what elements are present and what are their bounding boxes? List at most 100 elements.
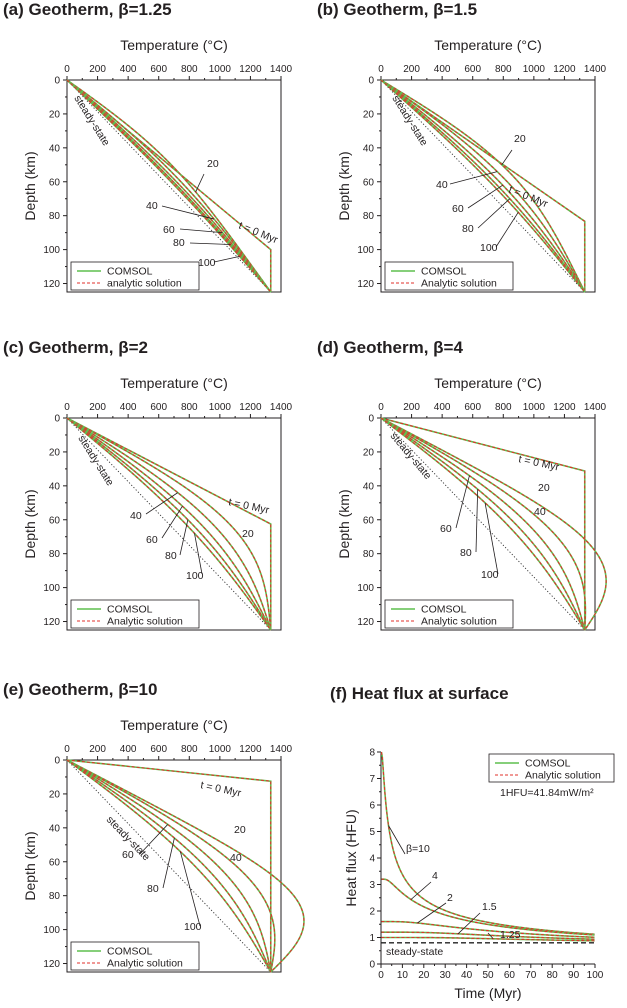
label-t0: t = 0 Myr (237, 220, 280, 247)
leader-line (162, 837, 175, 889)
x-axis-label: Temperature (°C) (120, 717, 228, 733)
y-tick-label: 60 (49, 177, 61, 188)
label-t100: 100 (481, 569, 499, 581)
x-tick-label: 1000 (523, 64, 546, 75)
label-beta-2: 2 (447, 892, 453, 904)
x-tick-label: 200 (403, 402, 420, 413)
x-tick-label: 600 (150, 402, 167, 413)
analytic-geotherm-t40 (380, 417, 586, 631)
y-axis-label: Depth (km) (22, 151, 38, 220)
label-t60: 60 (122, 849, 134, 861)
y-tick-label: 5 (369, 827, 375, 838)
leader-line (417, 902, 447, 924)
analytic-geotherm-t0 (66, 79, 272, 292)
x-tick-label: 1400 (270, 744, 293, 755)
x-axis-label: Temperature (°C) (434, 37, 542, 53)
analytic-geotherm-t20 (380, 79, 586, 293)
x-tick-label: 800 (181, 744, 198, 755)
label-t100: 100 (480, 242, 498, 254)
analytic-geotherm-t20 (66, 759, 305, 973)
label-t20: 20 (538, 482, 550, 494)
x-tick-label: 30 (440, 970, 452, 981)
steady-state-line (66, 759, 272, 973)
panel-title: (f) Heat flux at surface (330, 684, 509, 703)
y-tick-label: 40 (49, 823, 61, 834)
x-tick-label: 400 (434, 64, 451, 75)
legend-comsol: COMSOL (107, 604, 153, 616)
x-tick-label: 600 (150, 744, 167, 755)
leader-line (194, 533, 203, 575)
leader-line (457, 912, 481, 935)
y-tick-label: 0 (54, 756, 60, 767)
y-tick-label: 40 (363, 143, 375, 154)
leader-line (179, 851, 201, 927)
x-tick-label: 200 (89, 402, 106, 413)
legend-box (488, 753, 615, 783)
leader-line (477, 198, 511, 229)
y-tick-label: 120 (357, 279, 374, 290)
analytic-geotherm-t100 (66, 417, 272, 631)
label-beta-125: 1.25 (500, 929, 521, 941)
x-tick-label: 600 (464, 402, 481, 413)
label-t80: 80 (165, 550, 177, 562)
leader-line (161, 205, 215, 220)
legend-analytic: Analytic solution (107, 616, 183, 628)
panel-title: (d) Geotherm, β=4 (317, 338, 463, 357)
analytic-geotherm-t60 (66, 759, 272, 973)
y-tick-label: 7 (369, 774, 375, 785)
x-tick-label: 400 (120, 64, 137, 75)
x-tick-label: 200 (403, 64, 420, 75)
x-tick-label: 800 (181, 402, 198, 413)
x-tick-label: 0 (378, 64, 384, 75)
y-tick-label: 20 (49, 109, 61, 120)
leader-line (455, 475, 470, 529)
y-tick-label: 60 (49, 857, 61, 868)
x-tick-label: 600 (150, 64, 167, 75)
y-tick-label: 120 (43, 617, 60, 628)
label-t100: 100 (184, 921, 202, 933)
x-tick-label: 200 (89, 744, 106, 755)
leader-line (388, 825, 406, 855)
leader-line (189, 242, 231, 245)
analytic-geotherm-t100 (380, 79, 586, 293)
analytic-geotherm-t0 (380, 417, 586, 630)
panel-title: (b) Geotherm, β=1.5 (317, 0, 477, 19)
x-axis-label: Time (Myr) (454, 985, 521, 1001)
analytic-geotherm-t40 (66, 759, 276, 973)
analytic-geotherm-t0 (66, 417, 272, 630)
legend-box (70, 599, 200, 629)
x-tick-label: 1400 (270, 402, 293, 413)
legend-box (70, 941, 200, 971)
legend-box (384, 599, 514, 629)
x-axis-label: Temperature (°C) (434, 375, 542, 391)
legend-box (384, 261, 514, 291)
y-tick-label: 40 (49, 143, 61, 154)
x-tick-label: 0 (378, 970, 384, 981)
legend-comsol: COMSOL (421, 266, 467, 278)
y-tick-label: 20 (363, 109, 375, 120)
analytic-geotherm-t60 (380, 417, 586, 631)
y-axis-label: Depth (km) (336, 489, 352, 558)
label-t40: 40 (130, 510, 142, 522)
legend-comsol: COMSOL (525, 758, 571, 770)
legend-analytic: Analytic solution (421, 616, 497, 628)
legend-analytic: Analytic solution (107, 958, 183, 970)
analytic-geotherm-t20 (66, 417, 272, 631)
y-tick-label: 8 (369, 748, 375, 759)
label-t0: t = 0 Myr (199, 779, 242, 799)
leader-line (139, 824, 169, 855)
geotherm-panel-e: (e) Geotherm, β=10 Temperature (°C) Depth … (3, 680, 305, 973)
geotherm-panel-c: (c) Geotherm, β=2 Temperature (°C) Depth (… (3, 338, 293, 631)
unit-note: 1HFU=41.84mW/m² (500, 787, 594, 799)
analytic-geotherm-t60 (380, 79, 586, 293)
geotherm-panel-a: (a) Geotherm, β=1.25 Temperature (°C) Dept… (3, 0, 293, 293)
y-tick-label: 100 (43, 245, 60, 256)
label-t80: 80 (462, 223, 474, 235)
x-tick-label: 1000 (209, 744, 232, 755)
label-steady-state: steady-state (386, 946, 443, 958)
x-tick-label: 800 (181, 64, 198, 75)
panel-title: (e) Geotherm, β=10 (3, 680, 157, 699)
legend-comsol: COMSOL (421, 604, 467, 616)
analytic-geotherm-t80 (66, 759, 272, 973)
x-tick-label: 400 (120, 402, 137, 413)
